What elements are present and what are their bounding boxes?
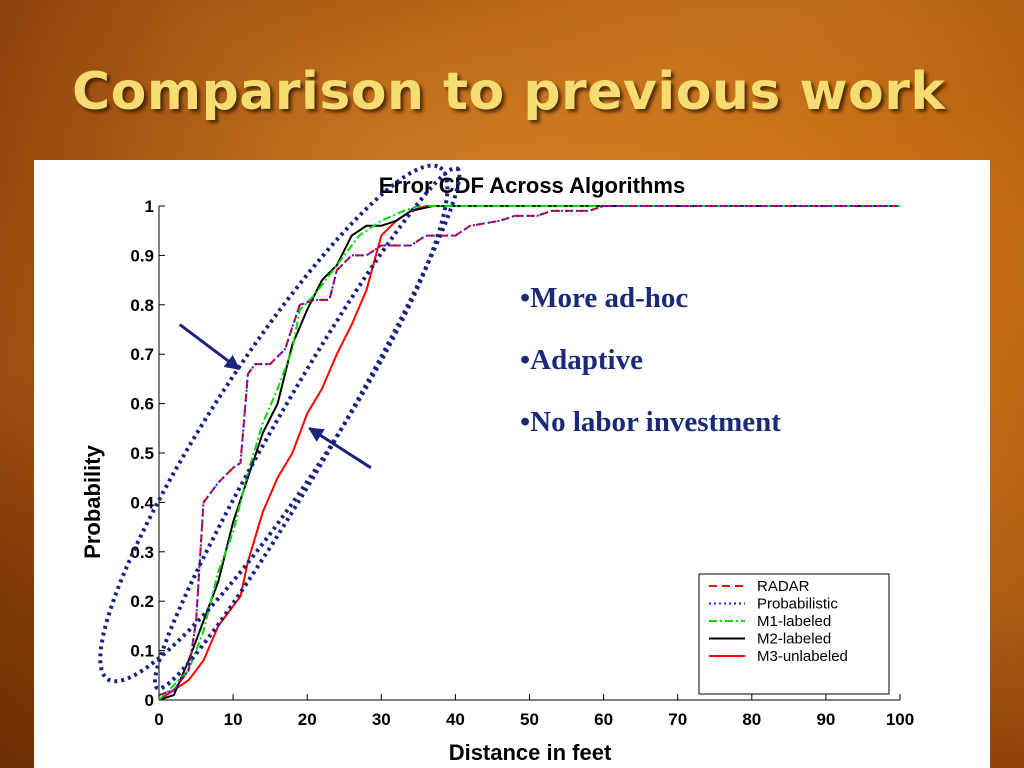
chart-panel: Error CDF Across Algorithms 0 10 20 30 40 50 6…: [34, 160, 990, 768]
y-tick-label: 0.9: [130, 246, 154, 265]
y-tick-label: 0.2: [130, 592, 154, 611]
y-tick-label: 1: [145, 197, 154, 216]
y-tick-label: 0.7: [130, 345, 154, 364]
x-tick-label: 70: [668, 710, 687, 729]
bullet-item: No labor investment: [520, 404, 980, 466]
series-m2-labeled-line: [158, 205, 900, 701]
legend-label: RADAR: [757, 578, 810, 595]
legend-box: [698, 573, 890, 695]
annotation-layer: [98, 163, 462, 691]
x-tick-label: 60: [594, 710, 613, 729]
x-tick-label: 20: [298, 710, 317, 729]
series-layer: [158, 205, 900, 701]
series-m3-unlabeled-line: [158, 205, 900, 701]
axes: 0 10 20 30 40 50 60 70 80 90 100 0 0.1 0.2 0.3 0.4 0.5 0.…: [130, 197, 914, 729]
legend: RADARProbabilisticM1-labeledM2-labeledM3…: [698, 573, 890, 695]
x-tick-label: 10: [224, 710, 243, 729]
y-tick-label: 0.5: [130, 444, 154, 463]
x-tick-label: 90: [816, 710, 835, 729]
chart-title: Error CDF Across Algorithms: [379, 173, 685, 198]
annotation-ellipse-right: [152, 166, 462, 691]
legend-label: M2-labeled: [757, 631, 831, 648]
x-tick-label: 80: [742, 710, 761, 729]
x-tick-label: 50: [520, 710, 539, 729]
legend-label: Probabilistic: [757, 596, 838, 613]
y-tick-label: 0.1: [130, 642, 154, 661]
series-m1-labeled-line: [158, 205, 900, 701]
cdf-chart: Error CDF Across Algorithms 0 10 20 30 40 50 6…: [80, 163, 914, 765]
annotation-arrow-left: [178, 323, 241, 371]
x-tick-label: 0: [154, 710, 163, 729]
legend-label: M1-labeled: [757, 613, 831, 630]
slide-title: Comparison to previous work: [72, 62, 946, 122]
legend-label: M3-unlabeled: [757, 648, 848, 665]
y-tick-label: 0.6: [130, 395, 154, 414]
x-axis-label: Distance in feet: [449, 740, 612, 765]
y-tick-label: 0.4: [130, 493, 154, 512]
y-axis-label: Probability: [80, 444, 105, 558]
x-tick-label: 30: [372, 710, 391, 729]
series-probabilistic-line: [158, 205, 900, 697]
y-tick-label: 0.8: [130, 296, 154, 315]
bullet-list: More ad-hoc Adaptive No labor investment: [520, 280, 980, 466]
annotation-ellipse-left: [98, 163, 450, 684]
x-tick-label: 40: [446, 710, 465, 729]
bullet-item: Adaptive: [520, 342, 980, 404]
y-tick-label: 0: [145, 691, 154, 710]
bullet-item: More ad-hoc: [520, 280, 980, 342]
annotation-arrow-right: [308, 427, 372, 470]
y-tick-label: 0.3: [130, 543, 154, 562]
x-tick-label: 100: [886, 710, 914, 729]
